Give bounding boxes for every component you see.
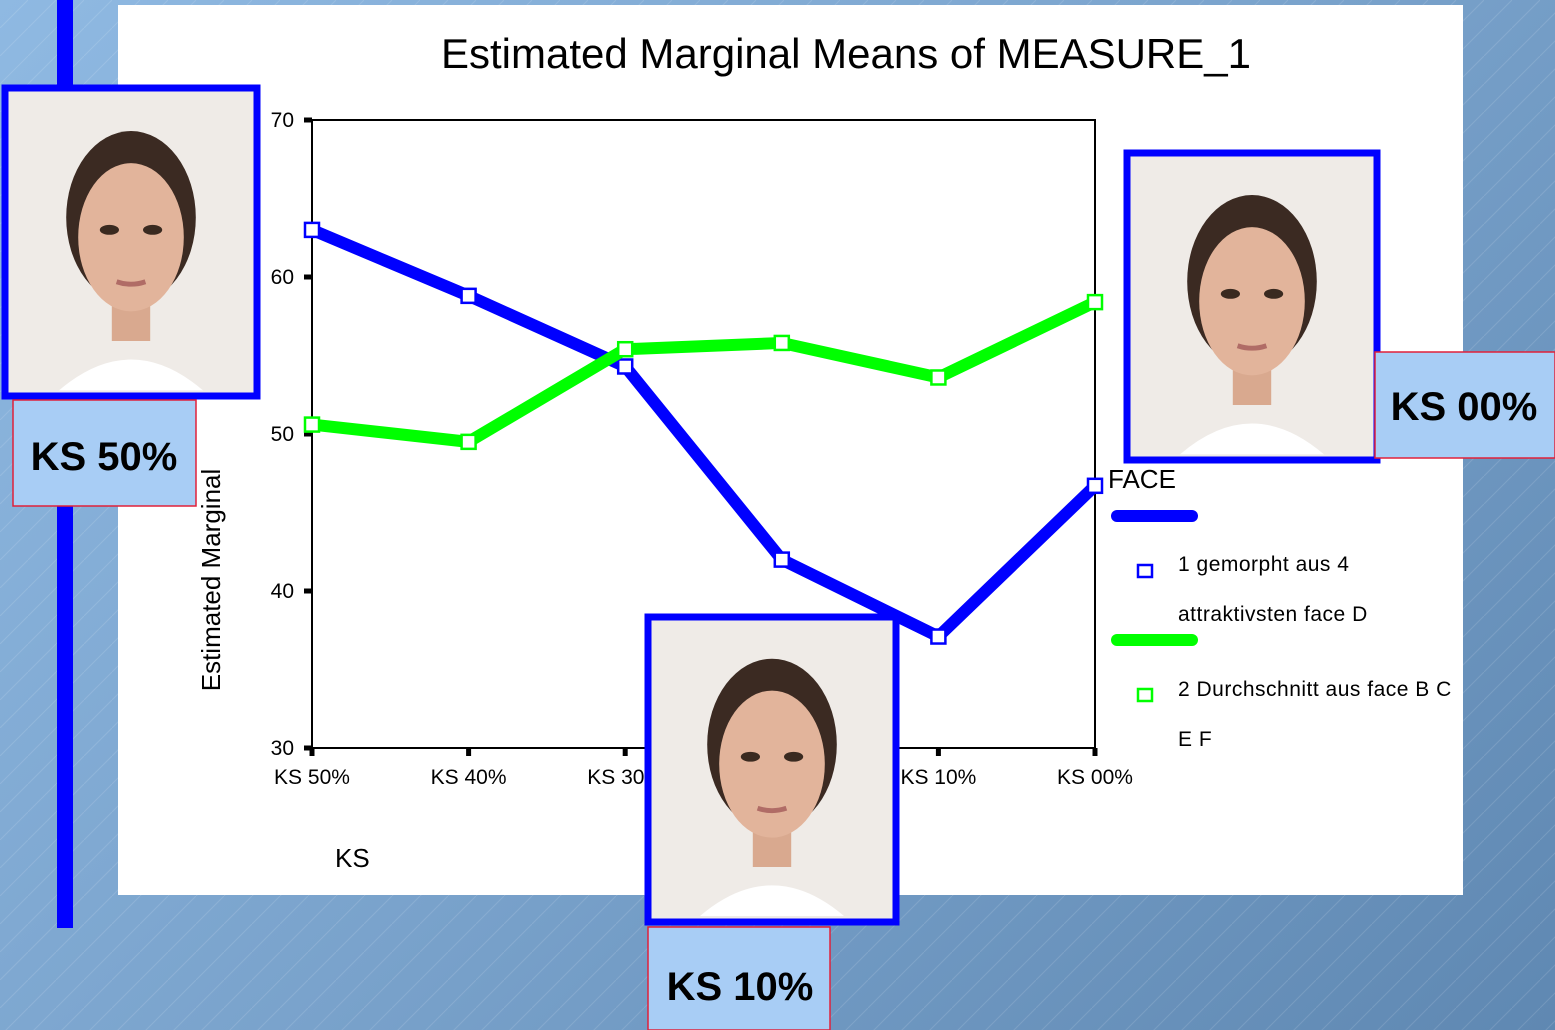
photo-overlay: KS 50% KS 00% KS 10% (0, 0, 1555, 1030)
photo (1127, 153, 1377, 460)
annotation: KS 50% (31, 435, 178, 479)
annotation: KS 10% (667, 965, 814, 1009)
photo (5, 88, 257, 396)
slide: {"chart_data": {"type": "line", "title":… (0, 0, 1555, 1030)
photo (648, 617, 896, 922)
annotation: KS 00% (1391, 385, 1538, 429)
